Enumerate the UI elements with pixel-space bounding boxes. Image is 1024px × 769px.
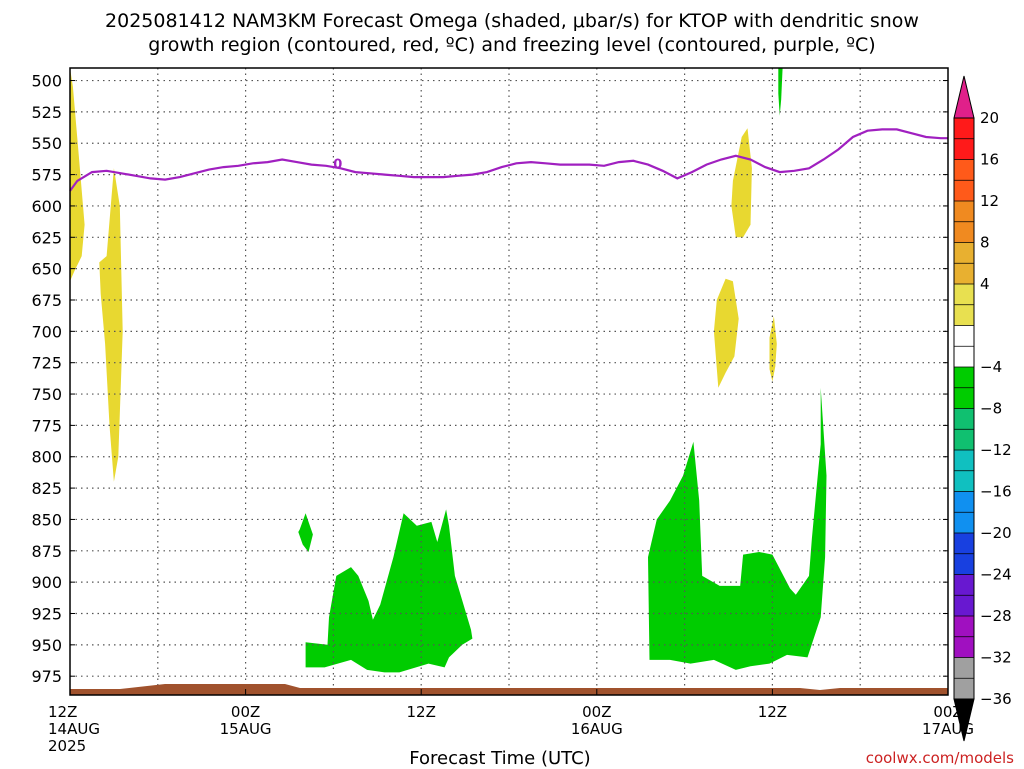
colorbar-label-13: −32	[980, 649, 1012, 667]
terrain-surface	[70, 684, 948, 695]
y-tick-label-500: 500	[31, 72, 62, 91]
colorbar-label-2: 16	[980, 151, 999, 169]
y-tick-label-975: 975	[31, 667, 62, 686]
colorbar-label-1: 20	[980, 109, 999, 127]
chart-title-line-2: growth region (contoured, red, ºC) and f…	[148, 34, 876, 56]
colorbar-top-arrow	[953, 75, 975, 119]
colorbar-swatch-2b	[954, 180, 974, 201]
colorbar-swatch-6a	[954, 325, 974, 347]
colorbar-swatch-1b	[954, 138, 974, 160]
colorbar-swatch-1a	[954, 118, 974, 139]
y-tick-label-675: 675	[31, 291, 62, 310]
x-tick-label-24-line1: 12Z	[407, 703, 436, 721]
y-tick-label-700: 700	[31, 322, 62, 341]
x-tick-label-36-line2: 16AUG	[571, 720, 623, 738]
y-tick-label-600: 600	[31, 197, 62, 216]
y-tick-label-625: 625	[31, 228, 62, 247]
colorbar-swatch-7b	[954, 387, 974, 409]
colorbar-swatch-11b	[954, 553, 974, 575]
y-tick-label-950: 950	[31, 636, 62, 655]
negative-omega-area-4	[648, 387, 827, 670]
colorbar-label-5: 4	[980, 275, 990, 293]
colorbar-label-9: −16	[980, 483, 1012, 501]
y-tick-label-925: 925	[31, 604, 62, 623]
colorbar-swatch-8b	[954, 429, 974, 450]
colorbar-label-11: −24	[980, 566, 1012, 584]
colorbar-swatch-3a	[954, 201, 974, 222]
colorbar-label-14: −36	[980, 690, 1012, 708]
y-tick-label-550: 550	[31, 134, 62, 153]
positive-omega-area-3	[731, 128, 752, 238]
colorbar-swatch-9a	[954, 450, 974, 471]
positive-omega-area-2	[99, 168, 123, 482]
colorbar-swatch-10a	[954, 491, 974, 513]
x-tick-label-0-line1: 12Z	[48, 703, 77, 721]
x-tick-label-0-line3: 2025	[48, 737, 86, 755]
x-tick-label-0-line2: 14AUG	[48, 720, 100, 738]
x-tick-label-36-line1: 00Z	[582, 703, 611, 721]
colorbar-label-4: 8	[980, 234, 990, 252]
y-tick-label-875: 875	[31, 542, 62, 561]
colorbar-swatch-5b	[954, 304, 974, 326]
x-tick-label-12-line1: 00Z	[231, 703, 260, 721]
freezing-level-label: 0	[333, 157, 342, 172]
positive-omega-area-4	[713, 278, 739, 388]
y-tick-label-725: 725	[31, 354, 62, 373]
negative-omega-area-2	[298, 513, 313, 552]
credit-link[interactable]: coolwx.com/models	[865, 749, 1014, 767]
y-tick-label-900: 900	[31, 573, 62, 592]
colorbar-label-8: −12	[980, 441, 1012, 459]
colorbar-swatch-14b	[954, 678, 974, 699]
y-tick-label-525: 525	[31, 103, 62, 122]
x-tick-label-60-line1: 00Z	[933, 703, 962, 721]
omega-shading	[70, 68, 827, 673]
colorbar-swatch-13b	[954, 636, 974, 658]
colorbar-label-12: −28	[980, 607, 1012, 625]
colorbar-swatch-2a	[954, 159, 974, 181]
colorbar-swatch-10b	[954, 512, 974, 533]
colorbar-swatch-9b	[954, 470, 974, 492]
y-tick-label-800: 800	[31, 448, 62, 467]
colorbar-swatch-5a	[954, 284, 974, 305]
colorbar-swatch-6b	[954, 346, 974, 367]
colorbar-label-6: −4	[980, 358, 1002, 376]
colorbar-label-10: −20	[980, 524, 1012, 542]
y-tick-label-750: 750	[31, 385, 62, 404]
colorbar-swatch-7a	[954, 367, 974, 388]
colorbar-swatch-12b	[954, 595, 974, 616]
colorbar-swatch-14a	[954, 657, 974, 679]
colorbar-swatch-4b	[954, 263, 974, 284]
x-tick-label-48-line1: 12Z	[758, 703, 787, 721]
colorbar-swatch-8a	[954, 408, 974, 430]
colorbar-label-3: 12	[980, 192, 999, 210]
positive-omega-area-1	[70, 68, 85, 282]
positive-omega-area-5	[769, 316, 777, 382]
y-tick-label-825: 825	[31, 479, 62, 498]
y-tick-label-850: 850	[31, 510, 62, 529]
negative-omega-area-1	[778, 68, 783, 116]
x-axis-title: Forecast Time (UTC)	[409, 748, 591, 769]
plot-frame	[69, 67, 949, 696]
colorbar-swatch-3b	[954, 221, 974, 243]
y-tick-label-775: 775	[31, 416, 62, 435]
freezing-level-contour	[69, 128, 948, 192]
colorbar-swatch-13a	[954, 616, 974, 637]
colorbar-swatch-4a	[954, 242, 974, 264]
colorbar-label-7: −8	[980, 400, 1002, 418]
colorbar-swatch-11a	[954, 533, 974, 554]
colorbar-swatch-12a	[954, 574, 974, 596]
y-tick-label-575: 575	[31, 166, 62, 185]
chart-title-line-1: 2025081412 NAM3KM Forecast Omega (shaded…	[105, 10, 919, 32]
negative-omega-area-3	[305, 509, 473, 673]
y-tick-label-650: 650	[31, 260, 62, 279]
x-tick-label-12-line2: 15AUG	[220, 720, 272, 738]
